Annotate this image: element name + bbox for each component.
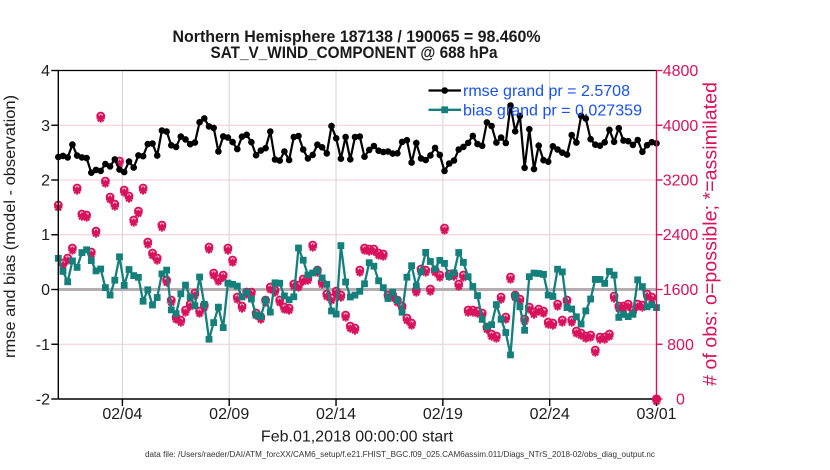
svg-text:02/14: 02/14	[316, 406, 356, 423]
svg-text:2400: 2400	[663, 227, 699, 244]
svg-text:1600: 1600	[663, 282, 699, 299]
svg-text:4: 4	[41, 63, 50, 80]
svg-text:03/01: 03/01	[636, 406, 676, 423]
svg-text:rmse grand pr = 2.5708: rmse grand pr = 2.5708	[463, 83, 630, 100]
svg-text:data file: /Users/raeder/DAI/A: data file: /Users/raeder/DAI/ATM_forcXX/…	[145, 450, 655, 459]
svg-text:0: 0	[676, 392, 685, 409]
svg-text:-2: -2	[36, 392, 50, 409]
svg-text:rmse and bias (model - observa: rmse and bias (model - observation)	[2, 95, 19, 358]
svg-text:1: 1	[41, 227, 50, 244]
svg-text:Feb.01,2018 00:00:00 start: Feb.01,2018 00:00:00 start	[261, 429, 454, 446]
svg-text:4800: 4800	[663, 63, 699, 80]
svg-text:2: 2	[41, 173, 50, 190]
svg-text:-1: -1	[36, 337, 50, 354]
svg-text:02/19: 02/19	[423, 406, 463, 423]
svg-text:Northern Hemisphere 187138 / 1: Northern Hemisphere 187138 / 190065 = 98…	[173, 28, 541, 46]
svg-text:0: 0	[41, 282, 50, 299]
svg-text:3: 3	[41, 118, 50, 135]
svg-text:4000: 4000	[663, 118, 699, 135]
svg-text:# of obs: o=possible; *=assimi: # of obs: o=possible; *=assimilated	[701, 82, 722, 386]
svg-text:bias grand pr = 0.027359: bias grand pr = 0.027359	[463, 102, 642, 119]
svg-text:SAT_V_WIND_COMPONENT @ 688 hPa: SAT_V_WIND_COMPONENT @ 688 hPa	[211, 44, 499, 62]
svg-text:02/09: 02/09	[209, 406, 249, 423]
svg-text:02/04: 02/04	[102, 406, 142, 423]
svg-text:3200: 3200	[663, 173, 699, 190]
svg-text:02/24: 02/24	[530, 406, 570, 423]
svg-text:800: 800	[667, 337, 694, 354]
